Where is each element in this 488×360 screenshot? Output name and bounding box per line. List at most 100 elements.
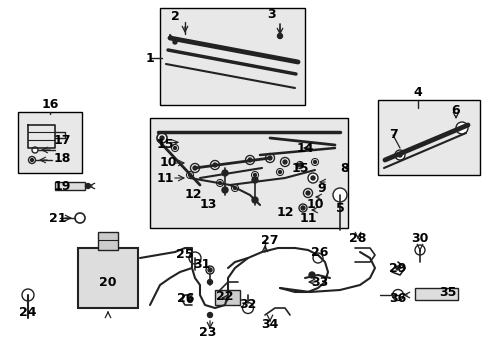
Circle shape (394, 150, 404, 160)
Circle shape (231, 184, 238, 192)
Circle shape (416, 247, 422, 253)
Circle shape (192, 255, 198, 261)
Text: 31: 31 (193, 258, 210, 271)
Text: 32: 32 (239, 298, 256, 311)
Circle shape (296, 162, 303, 168)
Text: 26: 26 (177, 292, 194, 305)
Circle shape (280, 158, 289, 166)
Circle shape (247, 158, 251, 162)
Circle shape (251, 197, 258, 203)
Circle shape (222, 170, 227, 176)
Text: 15: 15 (156, 139, 173, 152)
Text: 15: 15 (291, 162, 308, 175)
Circle shape (205, 266, 214, 274)
Bar (215, 290, 240, 305)
Circle shape (251, 177, 258, 183)
Bar (160, 8, 305, 105)
Circle shape (392, 289, 403, 301)
Text: 26: 26 (311, 246, 328, 258)
Circle shape (251, 171, 258, 179)
Circle shape (189, 252, 201, 264)
Circle shape (30, 158, 34, 162)
Circle shape (75, 213, 85, 223)
Text: 33: 33 (311, 275, 328, 288)
Bar (78, 248, 138, 308)
Circle shape (187, 297, 192, 302)
Circle shape (458, 125, 464, 131)
Circle shape (207, 268, 212, 272)
Circle shape (218, 181, 221, 184)
Circle shape (22, 289, 34, 301)
Text: 10: 10 (305, 198, 323, 211)
Circle shape (244, 305, 250, 311)
Circle shape (213, 163, 217, 167)
Circle shape (307, 173, 317, 183)
Text: 11: 11 (156, 171, 173, 184)
Text: 4: 4 (413, 86, 422, 99)
Circle shape (336, 192, 343, 198)
Bar (150, 118, 347, 228)
Circle shape (210, 161, 219, 170)
Text: 2: 2 (170, 9, 179, 22)
Bar (18, 112, 82, 173)
Text: 12: 12 (276, 206, 293, 219)
Circle shape (193, 166, 197, 170)
Text: 6: 6 (451, 104, 459, 117)
Circle shape (186, 171, 193, 179)
Circle shape (395, 266, 399, 270)
Text: 23: 23 (199, 325, 216, 338)
Circle shape (283, 160, 286, 164)
Text: 24: 24 (19, 306, 37, 319)
Circle shape (303, 189, 312, 198)
Circle shape (394, 292, 400, 298)
Circle shape (314, 255, 320, 261)
Circle shape (267, 156, 271, 160)
Text: 11: 11 (299, 211, 316, 225)
Circle shape (253, 174, 256, 176)
Circle shape (245, 156, 254, 165)
Text: 30: 30 (410, 231, 428, 244)
Text: 18: 18 (53, 152, 71, 165)
Circle shape (455, 122, 467, 134)
Circle shape (216, 180, 223, 186)
Bar (55, 182, 85, 190)
Circle shape (277, 33, 282, 39)
Text: 10: 10 (159, 156, 176, 168)
Circle shape (222, 187, 227, 193)
Circle shape (414, 245, 424, 255)
Bar (98, 232, 118, 250)
Text: 20: 20 (99, 276, 117, 289)
Circle shape (313, 161, 316, 163)
Text: 27: 27 (261, 234, 278, 247)
Text: 13: 13 (199, 198, 216, 211)
Text: 5: 5 (335, 202, 344, 215)
Circle shape (160, 136, 163, 140)
Circle shape (301, 206, 305, 210)
Text: 36: 36 (388, 292, 406, 305)
Text: 8: 8 (340, 162, 348, 175)
Circle shape (157, 133, 167, 143)
Text: 34: 34 (261, 319, 278, 332)
Text: 25: 25 (176, 248, 193, 261)
Text: 19: 19 (53, 180, 71, 193)
Text: 21: 21 (49, 211, 67, 225)
Circle shape (305, 191, 309, 195)
Circle shape (265, 153, 274, 162)
Circle shape (298, 204, 306, 212)
Circle shape (233, 186, 236, 189)
Circle shape (173, 40, 177, 44)
Circle shape (32, 147, 38, 153)
Circle shape (85, 184, 90, 189)
Text: 7: 7 (388, 129, 397, 141)
Circle shape (25, 292, 31, 298)
Circle shape (242, 302, 253, 314)
Circle shape (207, 312, 212, 318)
Circle shape (310, 176, 314, 180)
Circle shape (190, 163, 199, 172)
Text: 29: 29 (388, 261, 406, 274)
Circle shape (173, 147, 176, 149)
Circle shape (171, 144, 178, 152)
Text: 3: 3 (267, 8, 276, 21)
Bar (377, 100, 479, 175)
Circle shape (278, 171, 281, 174)
